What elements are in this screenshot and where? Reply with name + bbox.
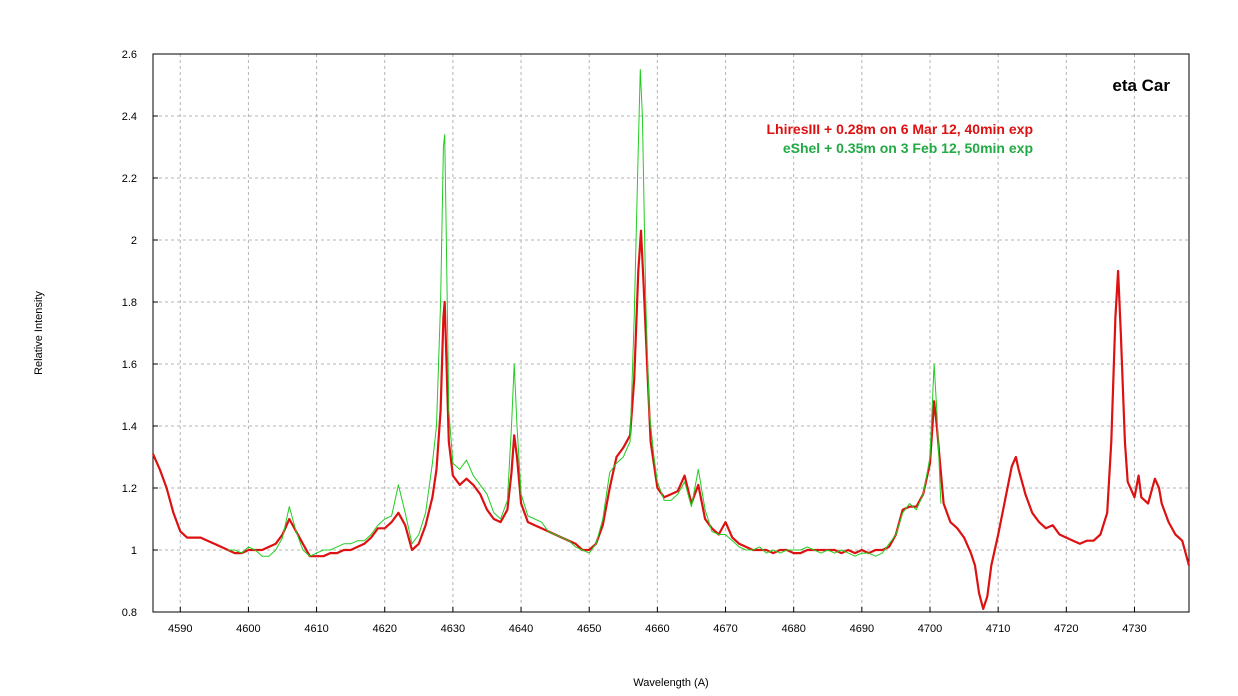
y-tick-label: 1.4 [122, 421, 137, 433]
legend-entry-1: eShel + 0.35m on 3 Feb 12, 50min exp [783, 140, 1033, 156]
x-tick-label: 4700 [918, 623, 942, 635]
y-axis-ticks: 0.8 1 1.2 1.4 1.6 1.8 2 2.2 2.4 2.6 [122, 49, 158, 619]
plot-frame [152, 53, 1190, 613]
x-tick-label: 4720 [1054, 623, 1078, 635]
series-line-1 [228, 69, 942, 557]
x-axis-ticks: 4590 4600 4610 4620 4630 4640 4650 4660 4670 4680… [168, 607, 1147, 635]
chart-title: eta Car [1112, 76, 1170, 95]
x-tick-label: 4680 [781, 623, 805, 635]
x-tick-label: 4670 [713, 623, 737, 635]
series-lines [151, 69, 1191, 610]
legend-entry-0: LhiresIII + 0.28m on 6 Mar 12, 40min exp [766, 121, 1033, 137]
y-tick-label: 0.8 [122, 607, 137, 619]
y-tick-label: 1.2 [122, 483, 137, 495]
x-tick-label: 4590 [168, 623, 192, 635]
x-tick-label: 4640 [509, 623, 533, 635]
series-line-0 [151, 229, 1191, 610]
x-tick-label: 4710 [986, 623, 1010, 635]
x-tick-label: 4660 [645, 623, 669, 635]
y-tick-label: 2.6 [122, 49, 137, 61]
x-axis-label: Wavelength (A) [633, 677, 708, 689]
x-tick-label: 4610 [304, 623, 328, 635]
grid [153, 53, 1189, 613]
x-tick-label: 4600 [236, 623, 260, 635]
x-tick-label: 4730 [1122, 623, 1146, 635]
y-tick-label: 1.6 [122, 359, 137, 371]
x-tick-label: 4650 [577, 623, 601, 635]
y-tick-label: 1 [131, 545, 137, 557]
y-tick-label: 2 [131, 235, 137, 247]
x-tick-label: 4620 [372, 623, 396, 635]
y-tick-label: 2.4 [122, 111, 137, 123]
y-axis-label: Relative Intensity [33, 291, 45, 375]
x-tick-label: 4690 [850, 623, 874, 635]
x-tick-label: 4630 [441, 623, 465, 635]
y-tick-label: 2.2 [122, 173, 137, 185]
y-tick-label: 1.8 [122, 297, 137, 309]
